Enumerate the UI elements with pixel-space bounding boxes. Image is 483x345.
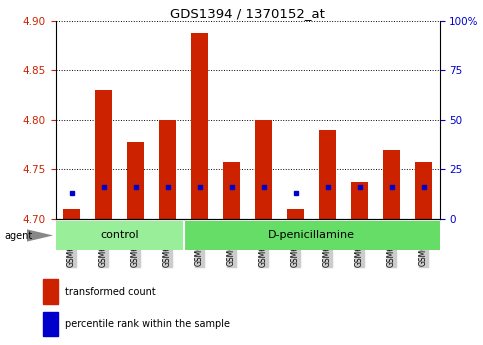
Title: GDS1394 / 1370152_at: GDS1394 / 1370152_at (170, 7, 325, 20)
Bar (63, 209, 80, 219)
Bar (184, 221, 440, 250)
Bar (159, 120, 176, 219)
Bar (287, 209, 304, 219)
Text: agent: agent (5, 231, 33, 241)
Bar (415, 161, 432, 219)
Text: transformed count: transformed count (65, 287, 156, 297)
Bar (127, 142, 144, 219)
Bar (43, 312, 58, 336)
Bar (56, 221, 184, 250)
Bar (383, 150, 400, 219)
Bar (95, 90, 113, 219)
Text: percentile rank within the sample: percentile rank within the sample (65, 319, 230, 329)
Text: D-penicillamine: D-penicillamine (268, 230, 355, 240)
Bar (351, 183, 369, 219)
Bar (223, 161, 241, 219)
Bar (191, 33, 208, 219)
Bar (43, 279, 58, 304)
Bar (319, 130, 336, 219)
Text: control: control (100, 230, 139, 240)
Polygon shape (27, 229, 53, 241)
Bar (255, 120, 272, 219)
